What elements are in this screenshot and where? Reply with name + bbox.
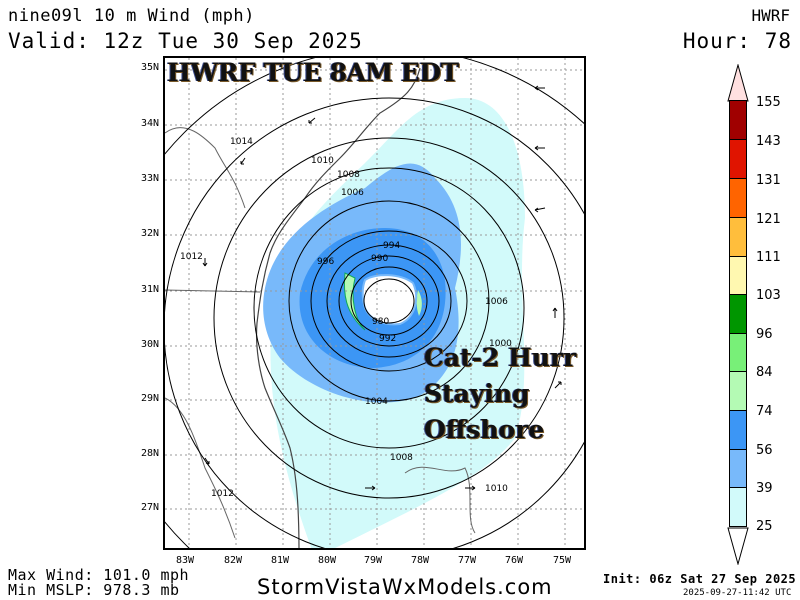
svg-text:1006: 1006 bbox=[485, 297, 508, 307]
colorbar-segment-39-56 bbox=[729, 450, 747, 488]
storm-note-annotation: Cat-2 Hurr Staying Offshore bbox=[424, 340, 576, 448]
lon-label: 80W bbox=[317, 555, 337, 566]
svg-text:1004: 1004 bbox=[365, 397, 388, 407]
colorbar-segment-111-121 bbox=[729, 218, 747, 257]
colorbar-segment-56-74 bbox=[729, 411, 747, 450]
init-time: Init: 06z Sat 27 Sep 2025 bbox=[603, 572, 797, 586]
colorbar-bottom-arrow bbox=[727, 527, 749, 565]
colorbar-segment-84-96 bbox=[729, 334, 747, 372]
min-mslp-stat: Min MSLP: 978.3 mb bbox=[8, 581, 180, 599]
svg-text:1006: 1006 bbox=[341, 188, 364, 198]
colorbar-label: 143 bbox=[756, 134, 781, 149]
colorbar-label: 96 bbox=[756, 327, 773, 342]
lon-label: 76W bbox=[504, 555, 524, 566]
svg-text:1014: 1014 bbox=[230, 137, 253, 147]
svg-text:994: 994 bbox=[383, 241, 400, 251]
lon-label: 77W bbox=[457, 555, 477, 566]
svg-text:1012: 1012 bbox=[211, 489, 234, 499]
colorbar-label: 103 bbox=[756, 288, 781, 303]
svg-text:1012: 1012 bbox=[180, 252, 203, 262]
lon-label: 81W bbox=[270, 555, 290, 566]
colorbar-top-arrow bbox=[727, 64, 749, 102]
colorbar-label: 74 bbox=[756, 404, 773, 419]
wind-vectors bbox=[202, 85, 562, 491]
wind-band-74-84 bbox=[416, 290, 422, 316]
colorbar-label: 84 bbox=[756, 365, 773, 380]
colorbar-label: 155 bbox=[756, 95, 781, 110]
colorbar-segment-96-103 bbox=[729, 295, 747, 334]
site-watermark: StormVistaWxModels.com bbox=[257, 575, 553, 599]
lon-label: 78W bbox=[410, 555, 430, 566]
colorbar bbox=[729, 100, 747, 527]
colorbar-segment-143-155 bbox=[729, 101, 747, 140]
forecast-time-annotation: HWRF TUE 8AM EDT bbox=[167, 58, 459, 87]
state-border bbox=[165, 127, 246, 209]
colorbar-label: 25 bbox=[756, 519, 773, 534]
lat-label: 29N bbox=[140, 393, 159, 404]
colorbar-segment-103-111 bbox=[729, 257, 747, 295]
note-line: Offshore bbox=[424, 415, 545, 444]
colorbar-segment-121-131 bbox=[729, 179, 747, 218]
colorbar-segment-25-39 bbox=[729, 488, 747, 527]
lat-label: 30N bbox=[140, 339, 159, 350]
lon-label: 82W bbox=[223, 555, 243, 566]
lat-label: 27N bbox=[140, 502, 159, 513]
lat-label: 32N bbox=[140, 228, 159, 239]
lon-label: 83W bbox=[175, 555, 195, 566]
svg-text:1008: 1008 bbox=[390, 453, 413, 463]
coastline bbox=[255, 67, 421, 548]
lat-label: 28N bbox=[140, 448, 159, 459]
colorbar-label: 39 bbox=[756, 481, 773, 496]
model-name: HWRF bbox=[751, 6, 790, 25]
colorbar-label: 121 bbox=[756, 212, 781, 227]
state-border bbox=[165, 289, 261, 293]
lat-label: 34N bbox=[140, 118, 159, 129]
colorbar-label: 111 bbox=[756, 250, 781, 265]
note-line: Staying bbox=[424, 379, 530, 408]
lon-label: 75W bbox=[552, 555, 572, 566]
max-wind-stat: Max Wind: 101.0 mph bbox=[8, 566, 190, 584]
forecast-hour: Hour: 78 bbox=[682, 29, 792, 53]
bahamas-outline bbox=[404, 466, 476, 534]
lat-label: 35N bbox=[140, 62, 159, 73]
lat-label: 33N bbox=[140, 173, 159, 184]
svg-text:980: 980 bbox=[372, 317, 389, 327]
colorbar-label: 56 bbox=[756, 443, 773, 458]
svg-text:1010: 1010 bbox=[311, 156, 334, 166]
valid-time: Valid: 12z Tue 30 Sep 2025 bbox=[8, 29, 363, 53]
product-title: nine09l 10 m Wind (mph) bbox=[8, 6, 255, 26]
hurricane-eye bbox=[361, 274, 418, 326]
colorbar-label: 131 bbox=[756, 173, 781, 188]
svg-text:1008: 1008 bbox=[337, 170, 360, 180]
wind-map-plot: 1014 1010 1008 1006 1012 994 990 996 980… bbox=[163, 56, 586, 550]
svg-text:1010: 1010 bbox=[485, 484, 508, 494]
svg-text:992: 992 bbox=[379, 334, 396, 344]
isobar-labels: 1014 1010 1008 1006 1012 994 990 996 980… bbox=[180, 137, 512, 499]
colorbar-segment-131-143 bbox=[729, 140, 747, 179]
colorbar-segment-74-84 bbox=[729, 372, 747, 411]
svg-text:1000: 1000 bbox=[489, 339, 512, 349]
isobars bbox=[165, 58, 584, 548]
lat-label: 31N bbox=[140, 284, 159, 295]
note-line: Cat-2 Hurr bbox=[424, 343, 577, 372]
florida-west-coast bbox=[165, 397, 236, 539]
svg-text:990: 990 bbox=[371, 254, 388, 264]
svg-text:996: 996 bbox=[317, 257, 334, 267]
lon-label: 79W bbox=[363, 555, 383, 566]
wind-field-map: 1014 1010 1008 1006 1012 994 990 996 980… bbox=[165, 58, 584, 548]
render-timestamp: 2025-09-27-11:42 UTC bbox=[683, 588, 792, 598]
